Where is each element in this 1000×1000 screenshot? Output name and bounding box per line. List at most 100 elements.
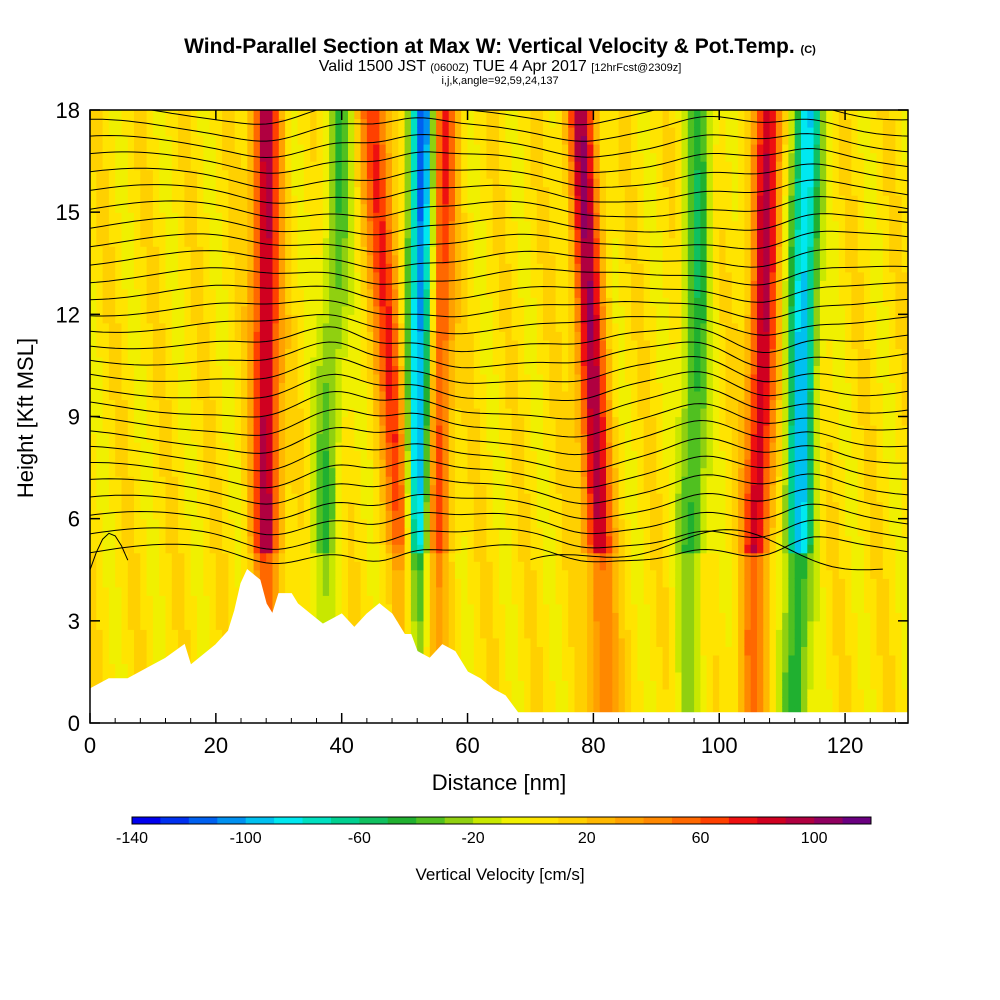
velocity-cell (96, 586, 104, 596)
velocity-cell (436, 544, 443, 554)
velocity-cell (228, 356, 236, 366)
velocity-cell (511, 365, 519, 375)
velocity-cell (480, 399, 487, 409)
velocity-cell (417, 569, 425, 579)
velocity-cell (499, 493, 506, 503)
velocity-cell (247, 203, 255, 213)
velocity-cell (486, 271, 494, 281)
velocity-cell (316, 152, 324, 162)
velocity-cell (448, 408, 456, 418)
velocity-cell (171, 356, 179, 366)
velocity-cell (134, 110, 141, 120)
velocity-cell (429, 408, 437, 418)
velocity-cell (360, 127, 368, 137)
velocity-cell (96, 493, 104, 503)
velocity-cell (190, 161, 198, 171)
velocity-cell (165, 110, 173, 120)
velocity-cell (417, 305, 425, 315)
velocity-cell (115, 646, 123, 656)
velocity-cell (203, 569, 211, 579)
velocity-cell (316, 169, 324, 179)
velocity-cell (385, 365, 393, 375)
velocity-cell (404, 544, 412, 554)
velocity-cell (253, 161, 261, 171)
velocity-cell (259, 365, 267, 375)
velocity-cell (455, 186, 462, 196)
velocity-cell (398, 356, 406, 366)
velocity-cell (171, 178, 179, 188)
velocity-cell (115, 612, 123, 622)
velocity-cell (190, 144, 198, 154)
velocity-cell (511, 433, 519, 443)
velocity-cell (366, 416, 374, 426)
velocity-cell (511, 399, 519, 409)
velocity-cell (278, 391, 286, 401)
velocity-cell (517, 612, 525, 622)
velocity-cell (505, 339, 513, 349)
velocity-cell (134, 271, 141, 281)
velocity-cell (517, 152, 525, 162)
velocity-cell (108, 356, 116, 366)
velocity-cell (461, 518, 469, 528)
velocity-cell (517, 552, 525, 562)
velocity-cell (517, 603, 525, 613)
velocity-cell (511, 161, 519, 171)
velocity-cell (366, 186, 374, 196)
velocity-cell (373, 246, 381, 256)
velocity-cell (480, 612, 487, 622)
velocity-cell (461, 654, 469, 664)
velocity-cell (354, 493, 362, 503)
velocity-cell (285, 212, 292, 222)
velocity-cell (234, 578, 242, 588)
velocity-cell (291, 118, 299, 128)
velocity-cell (417, 578, 425, 588)
velocity-cell (165, 467, 173, 477)
velocity-cell (178, 237, 185, 247)
velocity-cell (410, 450, 418, 460)
velocity-cell (310, 518, 318, 528)
velocity-cell (146, 654, 154, 664)
velocity-cell (278, 212, 286, 222)
velocity-cell (366, 467, 374, 477)
velocity-cell (184, 408, 192, 418)
velocity-cell (486, 391, 494, 401)
velocity-cell (165, 603, 173, 613)
velocity-cell (341, 578, 349, 588)
velocity-cell (467, 161, 475, 171)
velocity-cell (127, 178, 135, 188)
velocity-cell (505, 365, 513, 375)
velocity-cell (297, 339, 305, 349)
velocity-cell (266, 237, 274, 247)
velocity-cell (392, 135, 399, 145)
velocity-cell (322, 484, 330, 494)
velocity-cell (215, 288, 223, 298)
velocity-cell (171, 620, 179, 630)
velocity-cell (480, 663, 487, 673)
velocity-cell (146, 110, 154, 120)
velocity-cell (335, 152, 343, 162)
velocity-cell (448, 271, 456, 281)
velocity-cell (316, 493, 324, 503)
velocity-cell (285, 246, 292, 256)
velocity-cell (266, 314, 274, 324)
velocity-cell (215, 467, 223, 477)
velocity-cell (467, 331, 475, 341)
velocity-cell (354, 382, 362, 392)
velocity-cell (171, 467, 179, 477)
velocity-cell (159, 271, 167, 281)
velocity-cell (159, 459, 167, 469)
velocity-cell (423, 476, 431, 486)
velocity-cell (423, 331, 431, 341)
velocity-cell (329, 297, 336, 307)
velocity-cell (102, 305, 110, 315)
velocity-cell (222, 144, 229, 154)
velocity-cell (140, 493, 148, 503)
velocity-cell (234, 373, 242, 383)
velocity-cell (184, 322, 192, 332)
velocity-cell (398, 110, 406, 120)
velocity-cell (215, 144, 223, 154)
velocity-cell (423, 612, 431, 622)
velocity-cell (360, 144, 368, 154)
velocity-cell (461, 220, 469, 230)
velocity-cell (222, 595, 229, 605)
